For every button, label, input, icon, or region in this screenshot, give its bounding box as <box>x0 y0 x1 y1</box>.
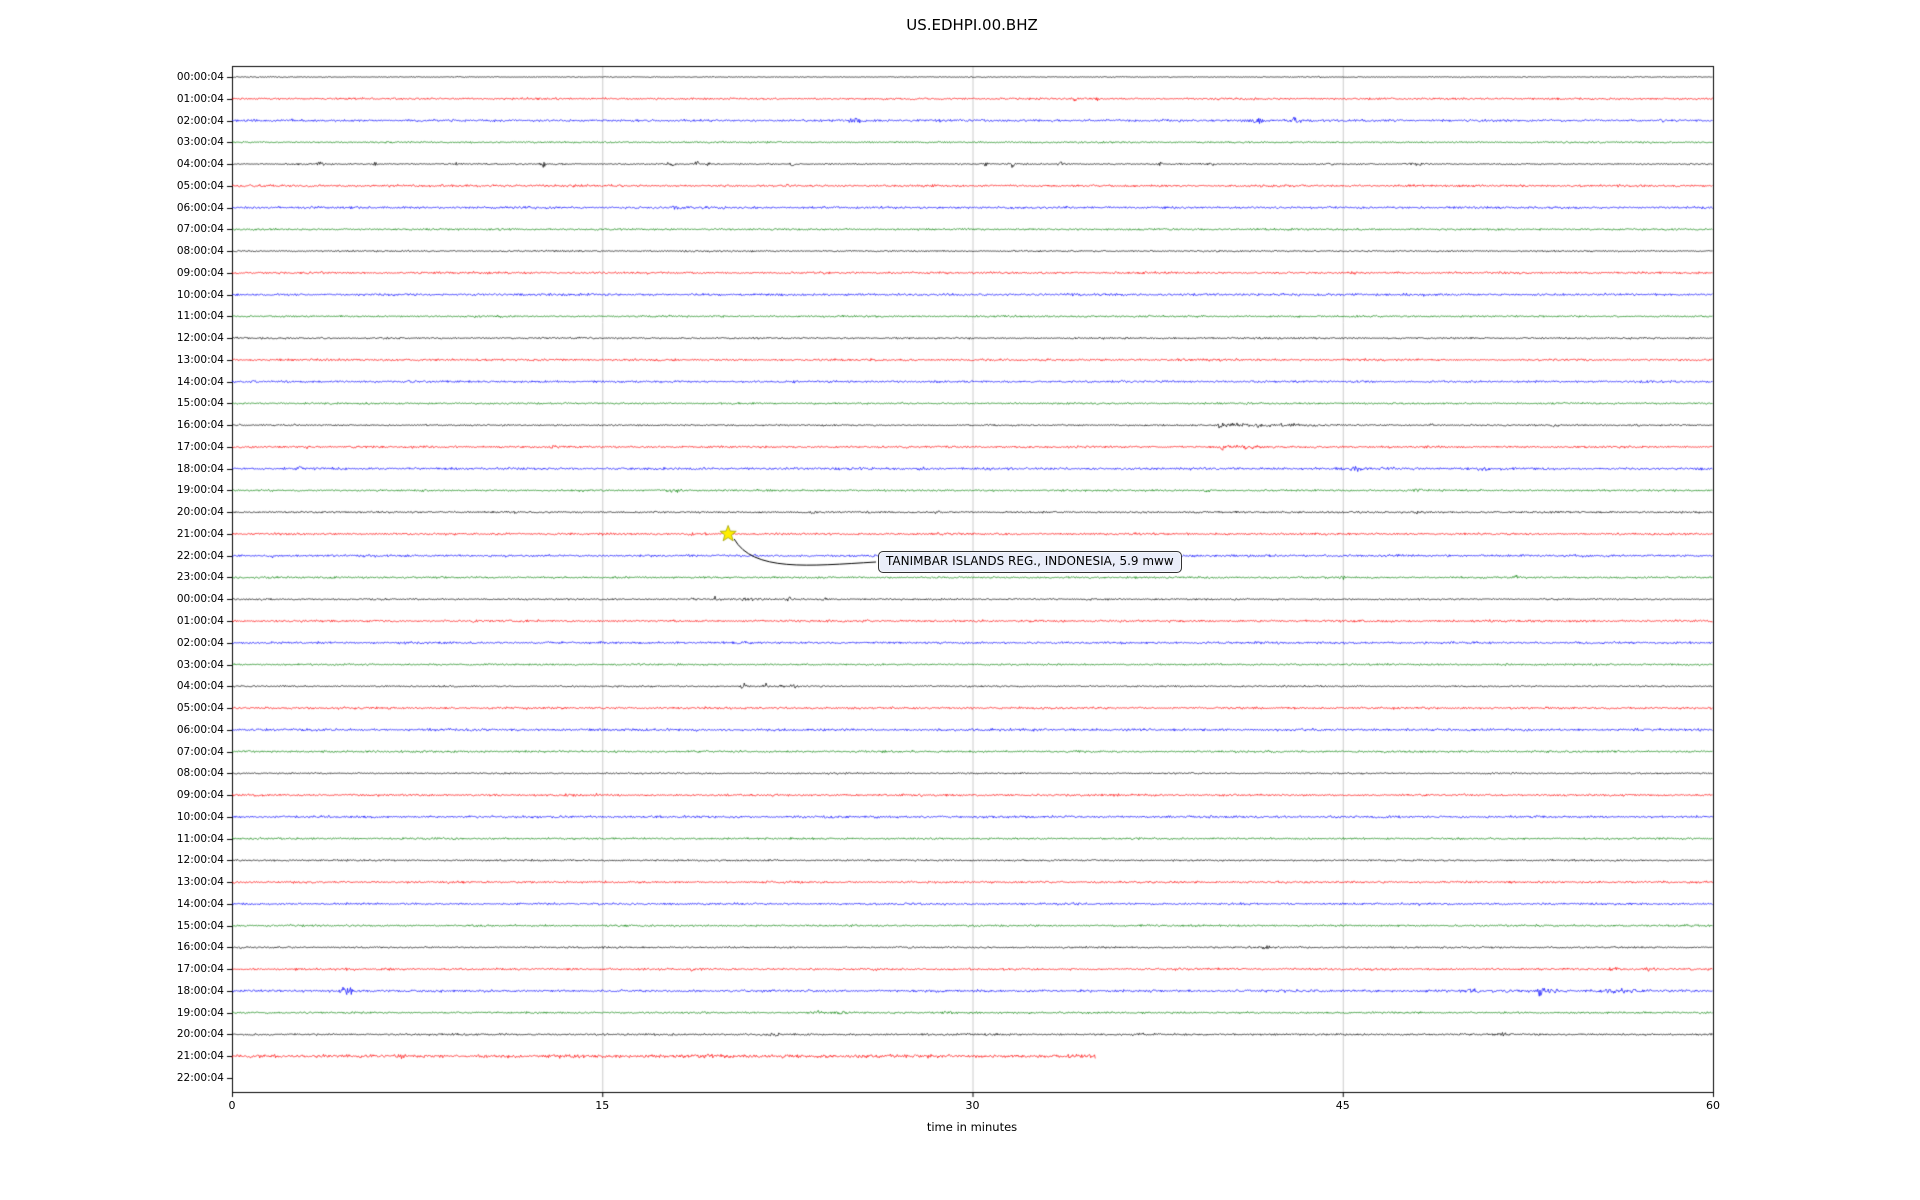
y-axis-label: 02:00:04 <box>176 636 224 649</box>
y-axis-label: 17:00:04 <box>176 440 224 453</box>
y-axis-label: 04:00:04 <box>176 680 224 693</box>
x-axis-label: time in minutes <box>926 1120 1018 1134</box>
y-axis-label: 19:00:04 <box>176 484 224 497</box>
y-axis-label: 20:00:04 <box>176 1028 224 1041</box>
y-axis-label: 01:00:04 <box>176 92 224 105</box>
figure-title: US.EDHPI.00.BHZ <box>906 16 1038 34</box>
y-axis-label: 02:00:04 <box>176 114 224 127</box>
y-axis-label: 01:00:04 <box>176 615 224 627</box>
y-axis-label: 15:00:04 <box>176 397 224 410</box>
y-axis-label: 19:00:04 <box>176 1006 224 1019</box>
y-axis-label: 14:00:04 <box>176 897 224 910</box>
y-axis-label: 12:00:04 <box>176 332 224 345</box>
y-axis-label: 22:00:04 <box>176 1071 224 1084</box>
y-axis-label: 00:00:04 <box>176 71 224 83</box>
y-axis-label: 13:00:04 <box>176 876 224 889</box>
x-tick-label: 60 <box>1706 1099 1720 1112</box>
y-axis-label: 18:00:04 <box>176 462 224 475</box>
x-tick-label: 0 <box>228 1099 236 1112</box>
y-axis-label: 22:00:04 <box>176 549 224 562</box>
x-tick-label: 45 <box>1335 1099 1350 1112</box>
y-axis-label: 05:00:04 <box>176 179 224 192</box>
y-axis-label: 03:00:04 <box>176 658 224 671</box>
y-axis-label: 11:00:04 <box>176 310 224 323</box>
y-axis-label: 16:00:04 <box>176 419 224 432</box>
y-axis-label: 21:00:04 <box>176 527 224 540</box>
y-axis-label: 13:00:04 <box>176 353 224 366</box>
x-tick-label: 15 <box>595 1099 610 1112</box>
y-axis-label: 14:00:04 <box>176 375 224 388</box>
y-axis-label: 07:00:04 <box>176 745 224 758</box>
event-annotation-box: TANIMBAR ISLANDS REG., INDONESIA, 5.9 mw… <box>878 551 1182 573</box>
y-axis-label: 06:00:04 <box>176 201 224 214</box>
y-axis-label: 00:00:04 <box>176 593 224 606</box>
y-axis-label: 10:00:04 <box>176 810 224 823</box>
y-axis-label: 03:00:04 <box>176 136 224 149</box>
y-axis-label: 20:00:04 <box>176 506 224 519</box>
y-axis-label: 08:00:04 <box>176 767 224 780</box>
y-axis-label: 17:00:04 <box>176 963 224 976</box>
y-axis-label: 10:00:04 <box>176 288 224 301</box>
y-axis-label: 05:00:04 <box>176 702 224 715</box>
y-axis-label: 11:00:04 <box>176 832 224 845</box>
y-axis-label: 07:00:04 <box>176 223 224 236</box>
y-axis-label: 09:00:04 <box>176 789 224 802</box>
y-axis-label: 04:00:04 <box>176 158 224 171</box>
y-axis-label: 21:00:04 <box>176 1050 224 1063</box>
y-axis-label: 18:00:04 <box>176 984 224 997</box>
y-axis-label: 23:00:04 <box>176 571 224 584</box>
y-axis-label: 06:00:04 <box>176 723 224 736</box>
y-axis-label: 09:00:04 <box>176 266 224 279</box>
y-axis-label: 12:00:04 <box>176 854 224 867</box>
y-axis-label: 16:00:04 <box>176 941 224 954</box>
x-tick-label: 30 <box>965 1099 980 1112</box>
y-axis-label: 08:00:04 <box>176 245 224 258</box>
y-axis-label: 15:00:04 <box>176 919 224 932</box>
